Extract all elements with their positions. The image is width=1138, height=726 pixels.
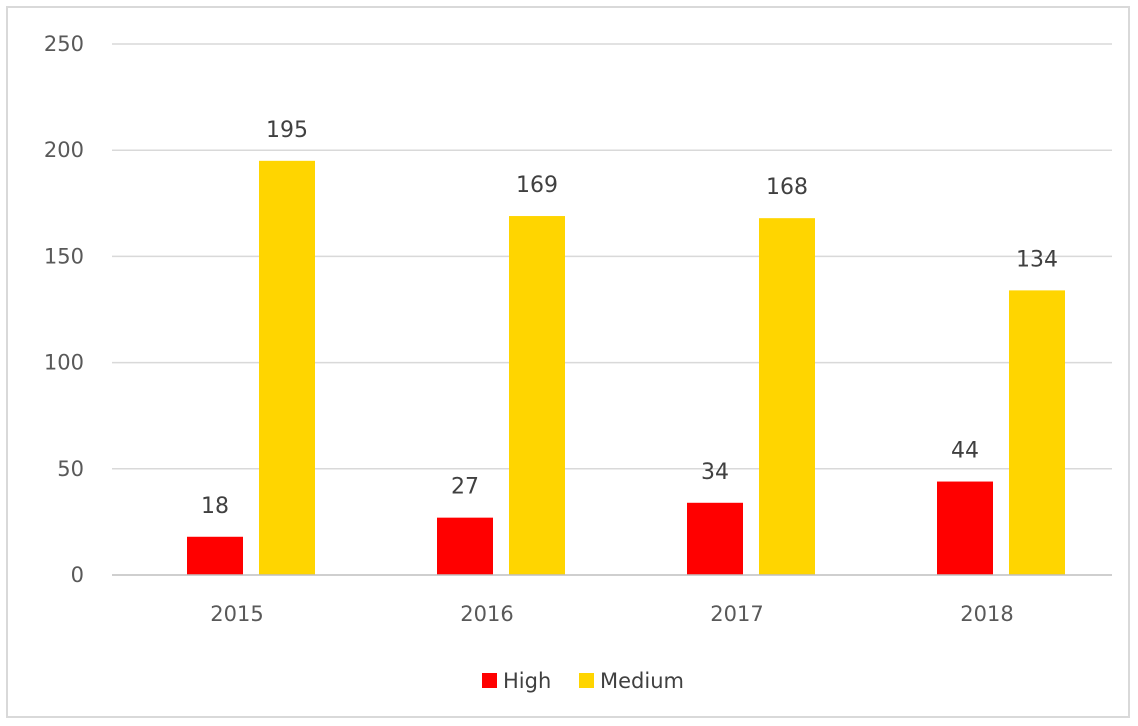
x-axis-tick-labels: 2015 2016 2017 2018 xyxy=(210,602,1013,626)
y-axis-tick-labels: 0 50 100 150 200 250 xyxy=(44,32,84,587)
data-label-high-2017: 34 xyxy=(701,460,729,485)
data-label-high-2015: 18 xyxy=(201,494,229,519)
legend: High Medium xyxy=(482,669,684,693)
y-tick-label: 250 xyxy=(44,32,84,56)
legend-swatch-high xyxy=(482,673,497,688)
bar-medium-2016 xyxy=(509,216,565,575)
data-label-high-2016: 27 xyxy=(451,475,479,500)
data-labels: 18 195 27 169 34 168 44 134 xyxy=(201,118,1058,519)
data-label-medium-2017: 168 xyxy=(766,175,808,200)
y-tick-label: 150 xyxy=(44,244,84,268)
bar-medium-2015 xyxy=(259,161,315,575)
x-tick-label: 2015 xyxy=(210,602,263,626)
bar-high-2018 xyxy=(937,482,993,575)
y-tick-label: 200 xyxy=(44,138,84,162)
legend-label-medium: Medium xyxy=(600,669,684,693)
bar-high-2015 xyxy=(187,537,243,575)
bar-high-2017 xyxy=(687,503,743,575)
data-label-medium-2018: 134 xyxy=(1016,247,1058,272)
bar-medium-2018 xyxy=(1009,290,1065,575)
bar-high-2016 xyxy=(437,518,493,575)
x-tick-label: 2016 xyxy=(460,602,513,626)
x-tick-label: 2017 xyxy=(710,602,763,626)
x-tick-label: 2018 xyxy=(960,602,1013,626)
legend-swatch-medium xyxy=(579,673,594,688)
data-label-medium-2015: 195 xyxy=(266,118,308,143)
bars xyxy=(187,161,1065,575)
legend-label-high: High xyxy=(503,669,551,693)
bar-medium-2017 xyxy=(759,218,815,575)
data-label-high-2018: 44 xyxy=(951,439,979,464)
y-tick-label: 100 xyxy=(44,351,84,375)
y-tick-label: 50 xyxy=(57,457,84,481)
data-label-medium-2016: 169 xyxy=(516,173,558,198)
y-tick-label: 0 xyxy=(71,563,84,587)
